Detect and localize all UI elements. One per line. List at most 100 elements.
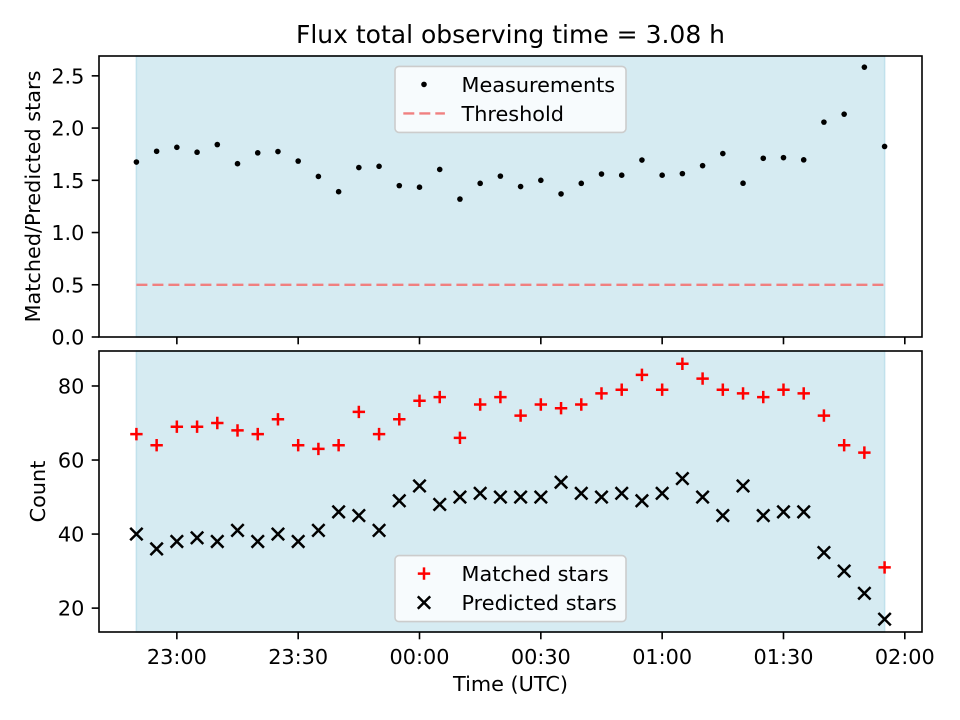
predicted-star-marker (756, 508, 771, 523)
measurement-point (416, 184, 423, 191)
matched-star-marker (170, 420, 184, 433)
predicted-star-marker (210, 534, 225, 549)
ratio-y-axis-label: Matched/Predicted stars (21, 71, 45, 323)
matched-star-marker (473, 398, 487, 411)
legend-label: Threshold (461, 102, 565, 126)
legend-measurement-swatch (421, 81, 427, 88)
legend-label: Predicted stars (462, 591, 617, 615)
matched-star-marker (676, 357, 689, 370)
predicted-star-marker (432, 497, 447, 512)
legend-label: Measurements (462, 73, 616, 97)
x-tick-label: 23:00 (147, 645, 207, 669)
predicted-star-marker (533, 489, 548, 505)
matched-star-marker (251, 427, 264, 441)
matched-star-marker (393, 413, 406, 426)
measurement-point (275, 148, 281, 155)
matched-star-marker (413, 394, 426, 407)
measurement-point (194, 149, 200, 156)
measurement-point (538, 177, 544, 184)
matched-star-marker (575, 398, 588, 411)
matched-star-marker (878, 561, 891, 574)
legend-frame (394, 65, 627, 134)
measurement-point (821, 119, 827, 125)
measurement-point (254, 150, 261, 156)
matched-star-marker (332, 439, 345, 452)
matched-star-marker (736, 387, 750, 400)
measurement-point (659, 172, 665, 178)
matched-star-marker (615, 383, 628, 396)
predicted-star-marker (291, 534, 306, 549)
predicted-star-marker (553, 475, 569, 490)
measurement-point (578, 180, 585, 187)
matched-star-marker (352, 405, 366, 419)
measurement-point (396, 182, 403, 189)
predicted-star-marker (614, 486, 629, 501)
measurement-point (477, 180, 483, 187)
y-tick-label: 1.0 (51, 221, 84, 245)
time-x-axis-label: Time (UTC) (452, 672, 568, 696)
measurement-point (356, 164, 362, 171)
predicted-star-marker (695, 489, 710, 505)
measurement-point (457, 196, 463, 202)
measurement-point (639, 157, 645, 163)
x-tick-label: 23:30 (268, 645, 328, 669)
y-tick-label: 60 (58, 449, 84, 473)
predicted-star-marker (311, 523, 326, 538)
x-tick-label: 01:30 (754, 645, 814, 669)
axes-frame (98, 350, 923, 633)
axes-frame (98, 55, 923, 338)
y-tick-label: 20 (58, 597, 84, 621)
measurement-point (174, 144, 180, 151)
measurement-point (720, 150, 726, 157)
measurement-point (295, 158, 301, 164)
matched-star-marker (777, 383, 790, 396)
matched-star-marker (797, 387, 810, 400)
matched-star-marker (595, 387, 608, 400)
matched-star-marker (655, 383, 669, 396)
y-tick-label: 0.5 (51, 273, 84, 297)
measurement-point (234, 160, 241, 167)
matched-star-marker (150, 439, 163, 452)
matched-star-marker (858, 446, 871, 459)
predicted-star-marker (270, 526, 286, 542)
y-tick-label: 40 (58, 523, 84, 547)
matched-star-marker (514, 409, 527, 422)
matched-star-marker (757, 390, 770, 404)
predicted-star-marker (189, 530, 205, 545)
measurement-point (558, 191, 564, 197)
x-tick-label: 00:30 (511, 645, 571, 669)
matched-star-marker (534, 398, 548, 411)
measurement-point (699, 162, 706, 169)
matched-star-marker (312, 442, 325, 456)
measurement-point (153, 148, 160, 155)
predicted-star-marker (796, 504, 811, 519)
matched-star-marker (554, 402, 568, 415)
measurement-point (497, 173, 504, 179)
x-tick-label: 00:00 (390, 645, 450, 669)
measurement-point (315, 173, 322, 180)
matched-star-marker (453, 431, 467, 445)
chart-title: Flux total observing time = 3.08 h (296, 20, 725, 49)
predicted-star-marker (574, 486, 589, 501)
measurement-point (335, 188, 342, 195)
measurement-point (214, 141, 221, 148)
predicted-star-marker (493, 489, 508, 505)
measurement-point (679, 170, 686, 177)
predicted-star-marker (776, 504, 791, 519)
count-y-axis-label: Count (26, 461, 50, 523)
matched-star-marker (190, 420, 204, 433)
predicted-star-marker (351, 508, 366, 523)
measurement-point (841, 111, 847, 117)
measurement-point (436, 166, 443, 173)
y-tick-label: 80 (58, 374, 84, 398)
y-tick-label: 1.5 (51, 169, 84, 193)
predicted-star-marker (473, 486, 488, 501)
matched-star-marker (271, 413, 285, 426)
predicted-star-marker (735, 478, 751, 494)
matched-star-marker (130, 427, 143, 441)
measurement-point (133, 159, 140, 165)
predicted-star-marker (816, 545, 832, 560)
predicted-star-marker (149, 541, 164, 556)
predicted-star-marker (837, 564, 852, 579)
matched-star-marker (211, 416, 224, 430)
